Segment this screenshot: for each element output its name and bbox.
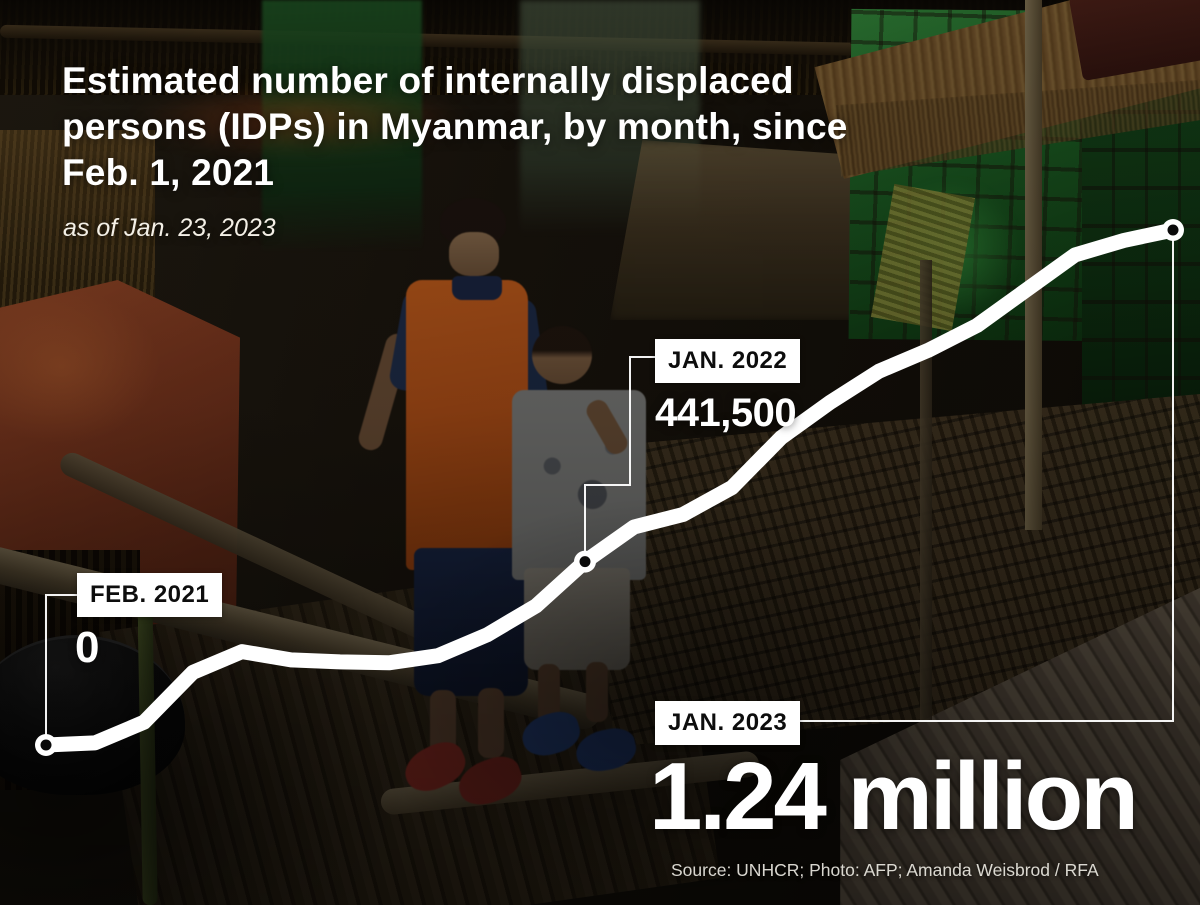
leader-line-jan-2022 [584,356,657,562]
callout-jan-2022-label: JAN. 2022 [655,339,801,383]
leader-line-feb-2021 [45,594,79,745]
idp-trend-line [38,222,1181,753]
chart-title: Estimated number of internally displaced… [62,60,848,193]
callout-jan-2023: JAN. 2023 1.24 million [649,701,1139,845]
callout-jan-2022: JAN. 2022 441,500 [655,339,801,436]
callout-feb-2021: FEB. 2021 0 [75,573,223,673]
leader-line-jan-2023 [772,230,1174,722]
chart-subtitle: as of Jan. 23, 2023 [63,214,276,242]
source-credit: Source: UNHCR; Photo: AFP; Amanda Weisbr… [671,860,1099,880]
data-point-feb-2021 [35,734,57,756]
callout-jan-2023-label: JAN. 2023 [655,701,801,745]
callout-jan-2022-value: 441,500 [655,391,797,435]
callout-feb-2021-value: 0 [75,623,100,672]
callout-jan-2023-value: 1.24 million [649,743,1139,850]
data-point-jan-2022 [574,550,596,573]
data-point-jan-2023 [1162,219,1184,241]
callout-feb-2021-label: FEB. 2021 [77,573,223,617]
